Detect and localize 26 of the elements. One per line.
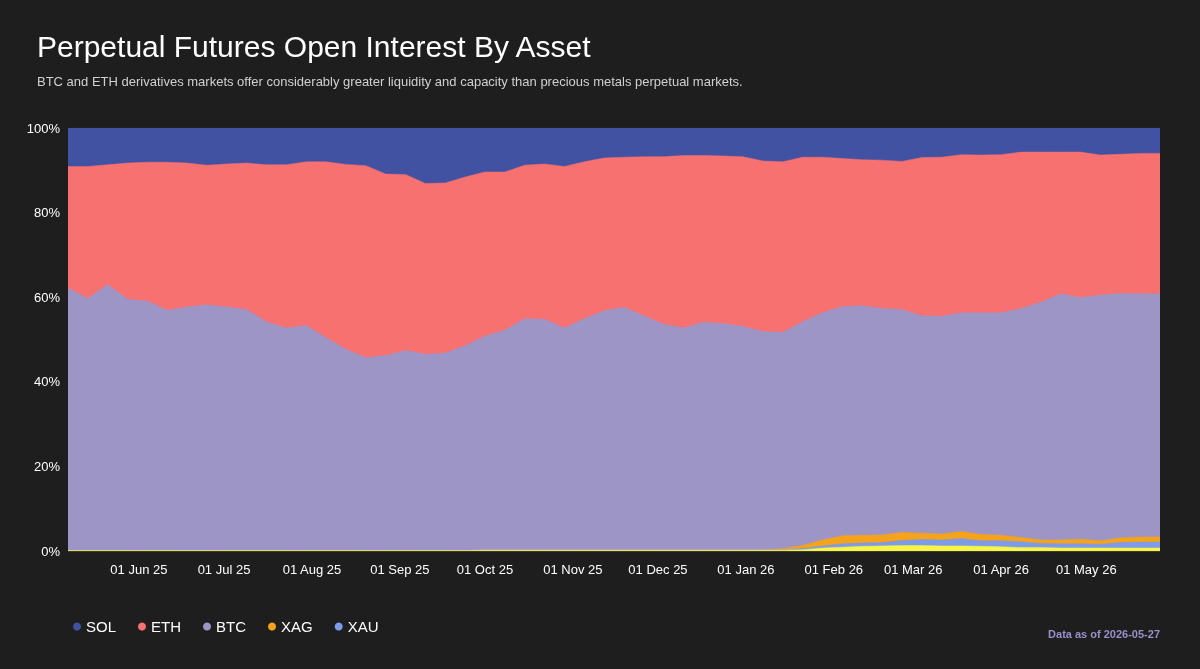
x-tick-label: 01 Mar 26	[883, 562, 943, 577]
text: Data as of 2026-05-27	[1048, 627, 1161, 640]
y-tick-label: 40%	[33, 374, 61, 390]
y-tick-label: 100%	[26, 120, 61, 136]
y-tick-label: 20%	[33, 458, 61, 474]
y-tick-label: 60%	[33, 289, 61, 305]
x-tick-label: 01 Jan 26	[717, 562, 775, 577]
chart-subtitle: BTC and ETH derivatives markets offer considerably greater liquidity and capacity than precious metals perpetual markets.	[37, 74, 743, 89]
x-tick-label: 01 Dec 25	[628, 562, 688, 577]
x-tick-label: 01 May 26	[1055, 562, 1117, 577]
y-tick-label: 0%	[41, 543, 61, 559]
legend-label: BTC	[216, 618, 247, 635]
legend-label: XAU	[347, 618, 379, 635]
x-tick-label: 01 Nov 25	[543, 562, 603, 577]
x-tick-label: 01 Jul 25	[197, 562, 251, 577]
y-tick-label: 80%	[33, 205, 61, 221]
x-tick-label: 01 Apr 26	[973, 562, 1029, 577]
x-tick-label: 01 Aug 25	[282, 562, 342, 577]
x-tick-label: 01 Feb 26	[804, 562, 864, 577]
legend-label: SOL	[86, 618, 117, 635]
chart-title: Perpetual Futures Open Interest By Asset	[37, 29, 592, 63]
legend-label: ETH	[151, 618, 182, 635]
x-tick-label: 01 Jun 25	[110, 562, 168, 577]
x-tick-label: 01 Sep 25	[370, 562, 430, 577]
x-tick-label: 01 Oct 25	[456, 562, 514, 577]
legend-label: XAG	[281, 618, 313, 635]
